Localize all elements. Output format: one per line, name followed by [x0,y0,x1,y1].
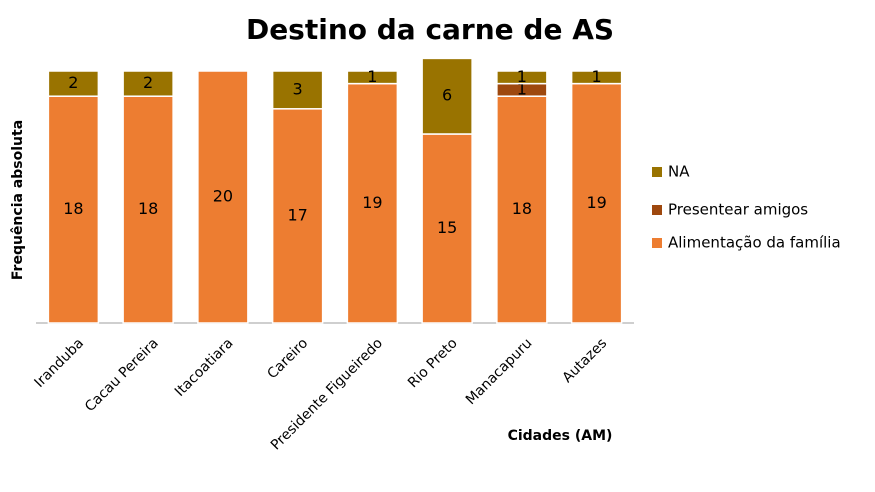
data-label: 1 [517,67,527,86]
bar-segment [47,95,100,324]
data-label: 1 [592,67,602,86]
bar-segment [346,82,399,324]
bar-segment [197,70,249,324]
data-label: 18 [138,199,158,218]
bar-segment [496,70,548,85]
x-tick-label: Rio Preto [405,335,461,391]
legend-swatch [652,205,662,215]
data-label: 1 [517,79,527,98]
data-label: 1 [367,67,377,86]
data-label: 20 [213,187,233,206]
data-label: 2 [143,73,153,92]
x-tick-label: Autazes [560,335,611,386]
data-label: 19 [362,193,382,212]
data-label: 18 [512,199,532,218]
data-label: 2 [68,73,78,92]
y-axis-label: Frequência absoluta [10,120,26,280]
data-label: 18 [63,199,83,218]
data-label: 3 [293,79,303,98]
x-tick-label: Cacau Pereira [82,335,162,415]
data-label: 19 [586,193,606,212]
bar-segment [570,70,623,85]
bar-segment [421,133,473,324]
chart-title: Destino da carne de AS [246,13,614,46]
legend-swatch [652,167,662,177]
legend-label: Alimentação da família [668,234,841,252]
bar-segment [122,70,174,97]
legend-swatch [652,238,662,248]
x-tick-label: Iranduba [31,335,87,391]
bar-segment [496,95,548,324]
legend-label: NA [668,163,690,181]
data-label: 15 [437,218,457,237]
legend-label: Presentear amigos [668,201,808,219]
x-tick-label: Careiro [264,335,311,382]
bar-segment [271,108,324,324]
bar-segment [346,70,399,85]
data-label: 6 [442,86,452,105]
bar-segment [271,70,324,110]
x-tick-label: Itacoatiara [172,335,237,400]
x-axis-label: Cidades (AM) [508,428,613,444]
x-tick-label: Manacapuru [463,335,536,408]
bar-segment [47,70,100,97]
bar-segment [421,57,473,135]
data-label: 17 [287,205,307,224]
